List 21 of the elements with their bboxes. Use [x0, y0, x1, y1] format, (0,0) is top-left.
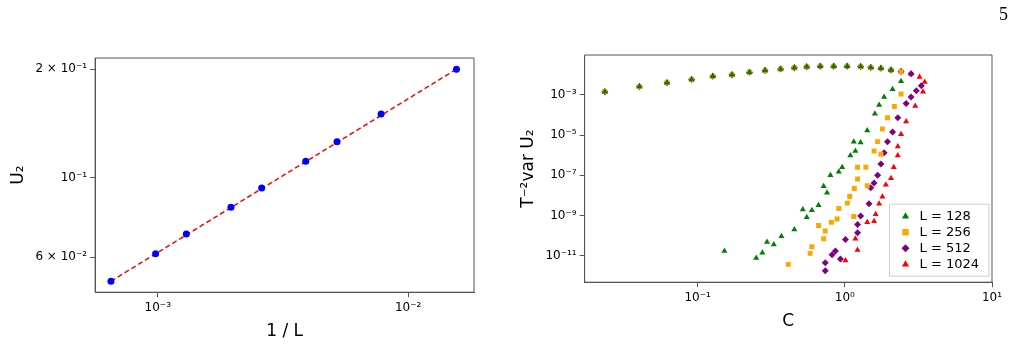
legend-label: L = 1024 — [919, 255, 979, 271]
y-tick-label: 10⁻³ — [550, 86, 577, 101]
y-tick-label: 6 × 10⁻² — [35, 249, 88, 264]
y-tick-label: 10⁻⁹ — [550, 207, 577, 222]
y-tick-label: 10⁻⁵ — [550, 127, 577, 142]
y-tick-label: 10⁻⁷ — [550, 167, 577, 182]
x-tick-label: 10⁰ — [834, 289, 856, 304]
x-axis-title: C — [782, 310, 795, 331]
y-axis-title: T⁻²var U₂ — [516, 129, 537, 209]
x-axis-title: 1 / L — [266, 320, 304, 341]
y-tick-label: 10⁻¹ — [60, 169, 88, 184]
x-tick-label: 10⁻¹ — [684, 289, 712, 304]
legend-label: L = 512 — [919, 239, 971, 255]
x-tick-label: 10¹ — [981, 289, 1003, 304]
legend-label: L = 128 — [919, 207, 971, 223]
legend-label: L = 256 — [919, 223, 971, 239]
y-axis-title: U₂ — [6, 165, 27, 185]
y-tick-label: 2 × 10⁻¹ — [35, 61, 88, 76]
x-tick-label: 10⁻² — [394, 299, 422, 314]
text: 5 — [999, 4, 1008, 25]
y-tick-label: 10⁻¹¹ — [545, 247, 577, 262]
